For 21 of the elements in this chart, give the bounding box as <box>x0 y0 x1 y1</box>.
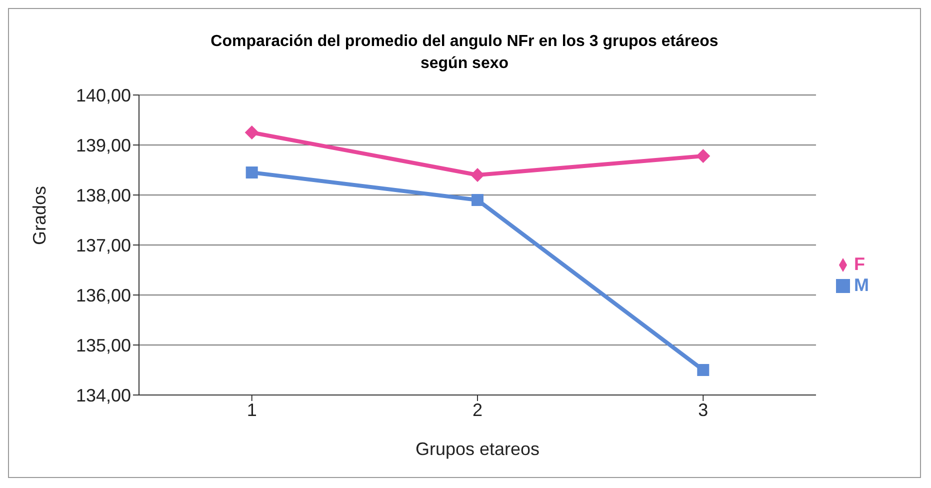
y-tick-label: 137,00 <box>76 235 131 256</box>
y-tick-label: 138,00 <box>76 185 131 206</box>
x-tick-label: 3 <box>698 400 708 420</box>
point <box>470 168 484 182</box>
point <box>246 166 258 178</box>
y-tick-label: 135,00 <box>76 335 131 356</box>
point <box>697 364 710 376</box>
y-tick-label: 140,00 <box>76 85 131 106</box>
x-axis-title: Grupos etareos <box>415 439 540 459</box>
y-axis-title: Grados <box>29 186 50 245</box>
y-tick-label: 139,00 <box>76 135 131 156</box>
legend-label: F <box>854 254 865 274</box>
point <box>472 194 484 206</box>
point <box>244 126 259 140</box>
chart-title: Comparación del promedio del angulo NFr en los 3 grupos etáreos según sexo <box>210 32 720 74</box>
point <box>696 149 710 163</box>
x-tick-label: 1 <box>246 400 257 420</box>
legend-label: M <box>854 275 869 295</box>
x-tick-label: 2 <box>472 400 483 420</box>
y-tick-label: 136,00 <box>76 285 131 306</box>
y-tick-label: 134,00 <box>76 385 131 406</box>
